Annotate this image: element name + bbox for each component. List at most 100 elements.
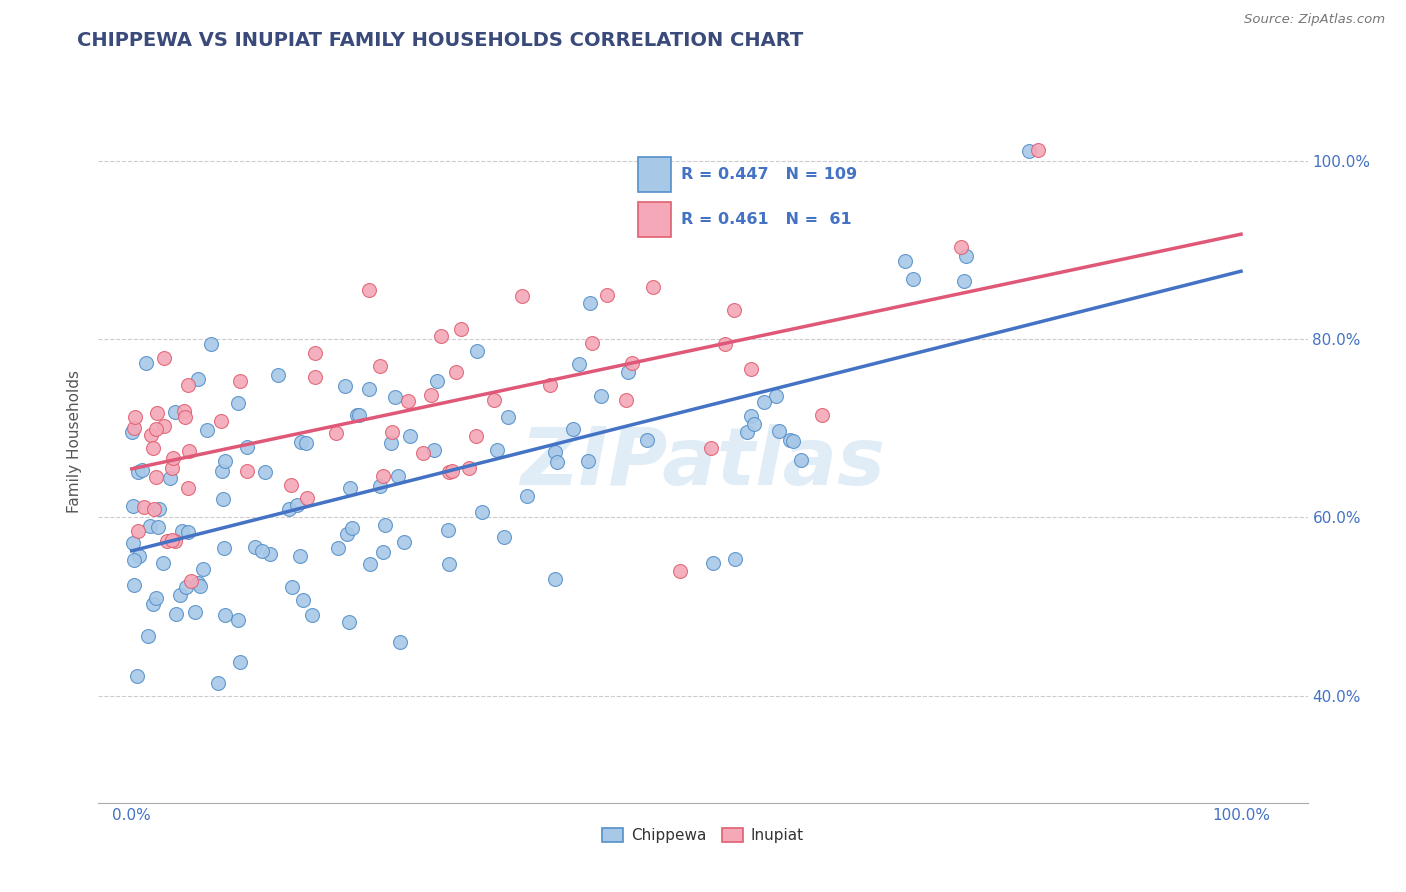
Point [591,389,613,403]
Point [278,501,301,516]
Point [177,444,200,458]
Point [768,425,790,439]
Point [159,471,181,485]
Point [211,492,233,507]
Point [152,556,174,570]
Point [245,540,267,554]
Point [457,460,479,475]
Point [669,564,692,578]
Point [444,365,467,379]
Point [252,544,274,558]
Text: R = 0.447   N = 109: R = 0.447 N = 109 [681,167,856,182]
Point [145,422,167,436]
Point [596,288,619,302]
Point [336,527,359,541]
Point [740,362,762,376]
Point [148,520,170,534]
Point [214,608,236,623]
Point [156,534,179,549]
Point [700,442,723,456]
Point [373,469,395,483]
Point [285,498,308,512]
Point [568,357,591,371]
Point [132,500,155,515]
Point [617,365,640,379]
Point [357,283,380,297]
Point [702,556,724,570]
Point [368,359,391,373]
Point [169,588,191,602]
Point [162,451,184,466]
Point [723,303,745,318]
Point [288,549,311,564]
Point [740,409,762,423]
Point [304,346,326,360]
Point [176,482,198,496]
Point [124,409,146,424]
Point [510,289,533,303]
Point [143,502,166,516]
Point [498,410,520,425]
Point [422,442,444,457]
Point [374,518,396,533]
Text: CHIPPEWA VS INUPIAT FAMILY HOUSEHOLDS CORRELATION CHART: CHIPPEWA VS INUPIAT FAMILY HOUSEHOLDS CO… [77,31,804,50]
Point [121,425,143,440]
Point [184,605,207,619]
Point [339,481,361,495]
Point [450,322,472,336]
Point [347,408,370,422]
Point [735,425,758,439]
Point [779,433,801,447]
Point [426,374,449,388]
Point [1026,143,1049,157]
Point [188,579,211,593]
Point [368,479,391,493]
Point [141,428,163,442]
Point [439,557,461,571]
Point [128,549,150,564]
Point [384,390,406,404]
Point [337,615,360,629]
Point [267,368,290,382]
Point [412,446,434,460]
Point [280,477,302,491]
Point [335,378,357,392]
Point [744,417,766,431]
Point [146,406,169,420]
Point [485,442,508,457]
Bar [637,202,671,236]
Point [127,465,149,479]
Point [142,597,165,611]
Point [380,436,402,450]
Point [388,635,411,649]
Point [121,500,143,514]
Point [280,580,302,594]
Text: Source: ZipAtlas.com: Source: ZipAtlas.com [1244,13,1385,27]
Point [342,521,364,535]
Point [359,382,381,396]
Point [811,408,834,422]
Y-axis label: Family Households: Family Households [67,370,83,513]
Point [955,248,977,262]
Point [430,328,453,343]
Point [581,335,603,350]
Point [561,422,583,436]
Point [170,524,193,538]
Point [782,434,804,449]
Point [191,561,214,575]
Point [328,541,350,555]
Point [177,525,200,540]
Point [636,433,658,447]
Legend: Chippewa, Inupiat: Chippewa, Inupiat [596,822,810,849]
Point [420,388,443,402]
Point [643,280,665,294]
Point [122,553,145,567]
Point [212,541,235,555]
Point [127,524,149,538]
Point [790,452,813,467]
Point [471,505,494,519]
Point [207,676,229,690]
Point [538,377,561,392]
Point [142,441,165,455]
Point [135,356,157,370]
